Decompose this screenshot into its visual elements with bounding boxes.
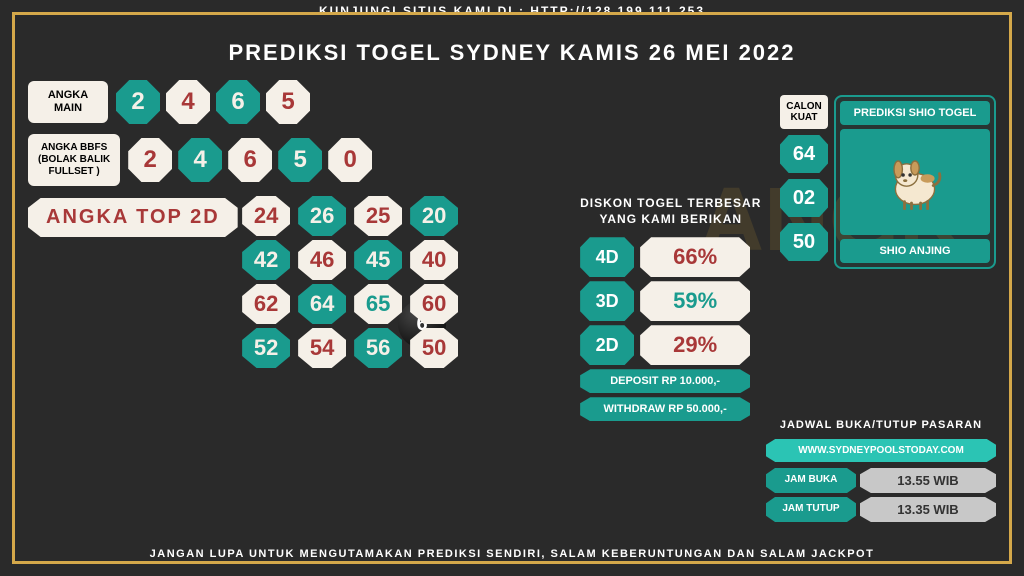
footer-text: JANGAN LUPA UNTUK MENGUTAMAKAN PREDIKSI … [0,548,1024,560]
angka-main-num: 5 [266,80,310,124]
diskon-row: 3D59% [580,281,761,321]
diskon-label: 2D [580,325,634,365]
angka-bbfs-num: 0 [328,138,372,182]
jam-buka-label: JAM BUKA [766,468,856,493]
diskon-value: 59% [640,281,750,321]
diskon-title: DISKON TOGEL TERBESARYANG KAMI BERIKAN [580,196,761,227]
diskon-value: 29% [640,325,750,365]
top2d-title: ANGKA TOP 2D [28,198,238,237]
angka-bbfs-row: ANGKA BBFS (BOLAK BALIK FULLSET ) 24650 [28,134,996,186]
top2d-cell: 65 [354,284,402,324]
deposit-info: DEPOSIT RP 10.000,- [580,369,750,393]
schedule-url: WWW.SYDNEYPOOLSTODAY.COM [766,439,996,462]
top2d-cell: 26 [298,196,346,236]
top2d-cell: 20 [410,196,458,236]
top2d-cell: 64 [298,284,346,324]
diskon-row: 4D66% [580,237,761,277]
top2d-cell: 25 [354,196,402,236]
angka-bbfs-num: 6 [228,138,272,182]
angka-bbfs-num: 4 [178,138,222,182]
top2d-cell: 50 [410,328,458,368]
top2d-cell: 56 [354,328,402,368]
top2d-cell: 46 [298,240,346,280]
jam-tutup-label: JAM TUTUP [766,497,856,522]
jam-buka-value: 13.55 WIB [860,468,996,493]
top2d-grid: 24262520 42464540 62646560 52545650 [242,196,462,368]
schedule-section: JADWAL BUKA/TUTUP PASARAN WWW.SYDNEYPOOL… [766,419,996,526]
angka-main-num: 4 [166,80,210,124]
angka-bbfs-num: 2 [128,138,172,182]
top2d-cell: 62 [242,284,290,324]
angka-bbfs-num: 5 [278,138,322,182]
top2d-cell: 40 [410,240,458,280]
jam-tutup-value: 13.35 WIB [860,497,996,522]
angka-bbfs-label: ANGKA BBFS (BOLAK BALIK FULLSET ) [28,134,120,186]
angka-main-label: ANGKA MAIN [28,81,108,123]
top2d-cell: 54 [298,328,346,368]
diskon-label: 4D [580,237,634,277]
diskon-value: 66% [640,237,750,277]
angka-main-row: ANGKA MAIN 2465 [28,80,996,124]
top2d-cell: 60 [410,284,458,324]
angka-main-num: 6 [216,80,260,124]
diskon-label: 3D [580,281,634,321]
withdraw-info: WITHDRAW RP 50.000,- [580,397,750,421]
top2d-cell: 45 [354,240,402,280]
angka-main-num: 2 [116,80,160,124]
top2d-cell: 24 [242,196,290,236]
top2d-cell: 52 [242,328,290,368]
top2d-cell: 42 [242,240,290,280]
diskon-row: 2D29% [580,325,761,365]
